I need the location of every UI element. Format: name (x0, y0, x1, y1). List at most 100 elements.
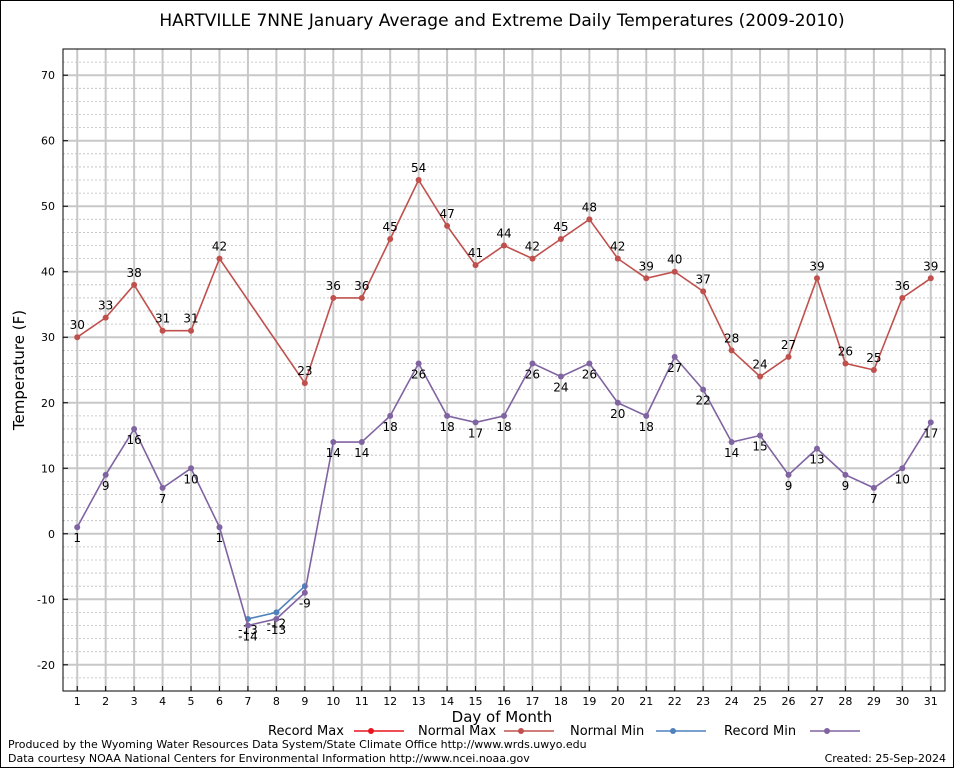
record-min-point (216, 524, 223, 531)
normal-max-point (813, 275, 820, 282)
normal-max-point (102, 314, 109, 321)
x-tick-label: 28 (838, 695, 852, 708)
normal-max-data-label: 42 (610, 240, 625, 254)
record-min-data-label: 14 (724, 446, 739, 460)
record-min-point (785, 471, 792, 478)
record-min-point (529, 360, 536, 367)
record-min-point (131, 425, 138, 432)
footer-created: Created: 25-Sep-2024 (825, 752, 946, 765)
x-tick-label: 20 (611, 695, 625, 708)
record-min-data-label: 18 (639, 420, 654, 434)
record-min-data-label: 26 (582, 367, 597, 381)
y-tick-label: 40 (41, 266, 55, 279)
record-min-point (757, 432, 764, 439)
x-tick-label: 14 (440, 695, 454, 708)
x-tick-label: 5 (188, 695, 195, 708)
normal-max-point (301, 380, 308, 387)
normal-max-data-label: 47 (439, 207, 454, 221)
record-min-data-label: 22 (696, 394, 711, 408)
normal-max-data-label: 41 (468, 246, 483, 260)
record-min-point (643, 412, 650, 419)
record-min-point (842, 471, 849, 478)
record-min-point (159, 484, 166, 491)
record-min-point (444, 412, 451, 419)
normal-max-data-label: 48 (582, 200, 597, 214)
record-min-data-label: 9 (842, 479, 850, 493)
record-min-data-label: 1 (73, 531, 81, 545)
normal-min-data-label: -13 (238, 623, 258, 637)
normal-max-point (899, 294, 906, 301)
record-min-data-label: 7 (870, 492, 878, 506)
normal-max-data-label: 42 (212, 240, 227, 254)
normal-max-data-label: 26 (838, 344, 853, 358)
x-tick-label: 9 (301, 695, 308, 708)
record-min-data-label: 18 (496, 420, 511, 434)
x-tick-label: 29 (867, 695, 881, 708)
normal-max-data-label: 36 (326, 279, 341, 293)
normal-max-point (643, 275, 650, 282)
record-min-point (927, 419, 934, 426)
record-min-data-label: 17 (923, 426, 938, 440)
x-tick-label: 22 (668, 695, 682, 708)
normal-max-data-label: 36 (354, 279, 369, 293)
x-tick-label: 13 (412, 695, 426, 708)
normal-max-data-label: 40 (667, 253, 682, 267)
normal-max-point (785, 353, 792, 360)
record-min-point (102, 471, 109, 478)
x-tick-label: 21 (639, 695, 653, 708)
record-min-data-label: 9 (102, 479, 110, 493)
y-tick-label: 30 (41, 331, 55, 344)
legend-marker-record-min (824, 728, 830, 734)
normal-max-data-label: 31 (183, 312, 198, 326)
y-axis-label: Temperature (F) (10, 310, 28, 431)
record-min-data-label: 14 (326, 446, 341, 460)
normal-max-point (358, 294, 365, 301)
normal-max-data-label: 30 (70, 318, 85, 332)
normal-max-point (131, 281, 138, 288)
y-tick-label: -10 (37, 593, 55, 606)
record-min-data-label: 10 (895, 472, 910, 486)
legend-marker-normal-max (518, 728, 524, 734)
normal-max-data-label: 54 (411, 161, 426, 175)
record-min-data-label: 26 (411, 367, 426, 381)
y-tick-label: 20 (41, 397, 55, 410)
x-tick-label: 7 (244, 695, 251, 708)
y-tick-label: 50 (41, 200, 55, 213)
x-tick-label: 24 (725, 695, 739, 708)
record-min-point (358, 439, 365, 446)
normal-max-data-label: 44 (496, 227, 511, 241)
record-min-point (273, 615, 280, 622)
x-tick-label: 16 (497, 695, 511, 708)
normal-max-data-label: 45 (553, 220, 568, 234)
x-tick-label: 3 (131, 695, 138, 708)
record-min-data-label: -9 (299, 597, 311, 611)
x-tick-label: 1 (74, 695, 81, 708)
legend-marker-normal-min (670, 728, 676, 734)
x-tick-label: 23 (696, 695, 710, 708)
normal-max-data-label: 25 (866, 351, 881, 365)
record-min-data-label: 17 (468, 426, 483, 440)
normal-max-data-label: 33 (98, 299, 113, 313)
record-min-data-label: 24 (553, 381, 568, 395)
x-tick-label: 12 (383, 695, 397, 708)
y-tick-label: -20 (37, 659, 55, 672)
x-tick-label: 25 (753, 695, 767, 708)
legend-label-record-max: Record Max (268, 724, 344, 739)
record-min-data-label: 7 (159, 492, 167, 506)
footer-produced-by: Produced by the Wyoming Water Resources … (8, 738, 587, 751)
normal-max-data-label: 37 (696, 272, 711, 286)
record-min-data-label: -14 (238, 629, 258, 643)
legend-label-normal-max: Normal Max (418, 724, 496, 739)
normal-max-data-label: 24 (752, 358, 767, 372)
x-tick-label: 31 (924, 695, 938, 708)
normal-max-point (188, 327, 195, 334)
x-tick-label: 8 (273, 695, 280, 708)
normal-max-point (330, 294, 337, 301)
record-min-data-label: -13 (267, 623, 287, 637)
normal-max-point (501, 242, 507, 249)
record-min-data-label: 1 (216, 531, 224, 545)
normal-max-point (159, 327, 166, 334)
record-min-point (74, 524, 81, 531)
normal-max-point (387, 235, 394, 242)
